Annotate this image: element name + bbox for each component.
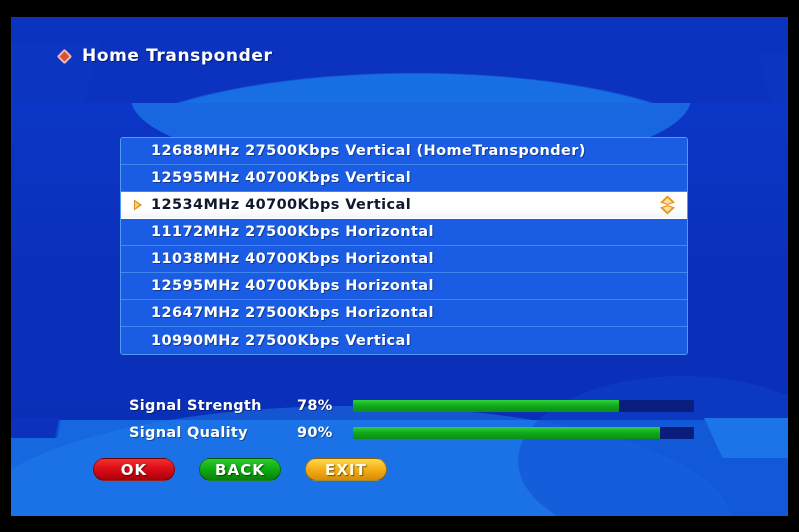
signal-quality-fill <box>353 427 660 439</box>
signal-strength-label: Signal Strength <box>129 398 262 414</box>
transponder-list[interactable]: 12688MHz 27500Kbps Vertical (HomeTranspo… <box>120 137 688 355</box>
list-item[interactable]: 10990MHz 27500Kbps Vertical <box>121 327 687 354</box>
signal-strength-row: Signal Strength 78% <box>129 394 694 418</box>
caret-right-icon <box>133 199 142 211</box>
diamond-bullet-icon <box>56 48 73 64</box>
up-down-arrows-icon[interactable] <box>659 195 676 215</box>
signal-quality-value: 90% <box>297 425 333 441</box>
list-item-selected[interactable]: 12534MHz 40700Kbps Vertical <box>121 192 687 219</box>
list-item[interactable]: 11172MHz 27500Kbps Horizontal <box>121 219 687 246</box>
list-item[interactable]: 12688MHz 27500Kbps Vertical (HomeTranspo… <box>121 138 687 165</box>
signal-quality-row: Signal Quality 90% <box>129 421 694 445</box>
list-item-label: 11038MHz 40700Kbps Horizontal <box>151 251 434 267</box>
page-header: Home Transponder <box>56 46 273 66</box>
list-item-label: 12595MHz 40700Kbps Vertical <box>151 170 412 186</box>
osd-screen: Home Transponder 12688MHz 27500Kbps Vert… <box>11 17 788 516</box>
signal-strength-bar <box>353 400 694 412</box>
background-top-wedge-left <box>11 43 788 105</box>
list-item[interactable]: 11038MHz 40700Kbps Horizontal <box>121 246 687 273</box>
signal-quality-label: Signal Quality <box>129 425 248 441</box>
list-item-label: 12688MHz 27500Kbps Vertical (HomeTranspo… <box>151 143 586 159</box>
list-item-label: 11172MHz 27500Kbps Horizontal <box>151 224 434 240</box>
list-item[interactable]: 12595MHz 40700Kbps Vertical <box>121 165 687 192</box>
signal-strength-value: 78% <box>297 398 333 414</box>
signal-strength-fill <box>353 400 619 412</box>
signal-quality-bar <box>353 427 694 439</box>
action-buttons: OK BACK EXIT <box>93 458 387 481</box>
list-item[interactable]: 12647MHz 27500Kbps Horizontal <box>121 300 687 327</box>
list-item[interactable]: 12595MHz 40700Kbps Horizontal <box>121 273 687 300</box>
list-item-label: 10990MHz 27500Kbps Vertical <box>151 332 412 349</box>
page-title: Home Transponder <box>82 46 273 66</box>
signal-meters: Signal Strength 78% Signal Quality 90% <box>129 394 694 448</box>
list-item-label: 12647MHz 27500Kbps Horizontal <box>151 305 434 321</box>
exit-button[interactable]: EXIT <box>305 458 387 481</box>
list-item-label: 12595MHz 40700Kbps Horizontal <box>151 278 434 294</box>
background-top-wedge-right <box>668 53 788 105</box>
back-button[interactable]: BACK <box>199 458 281 481</box>
ok-button[interactable]: OK <box>93 458 175 481</box>
list-item-label: 12534MHz 40700Kbps Vertical <box>151 197 412 213</box>
